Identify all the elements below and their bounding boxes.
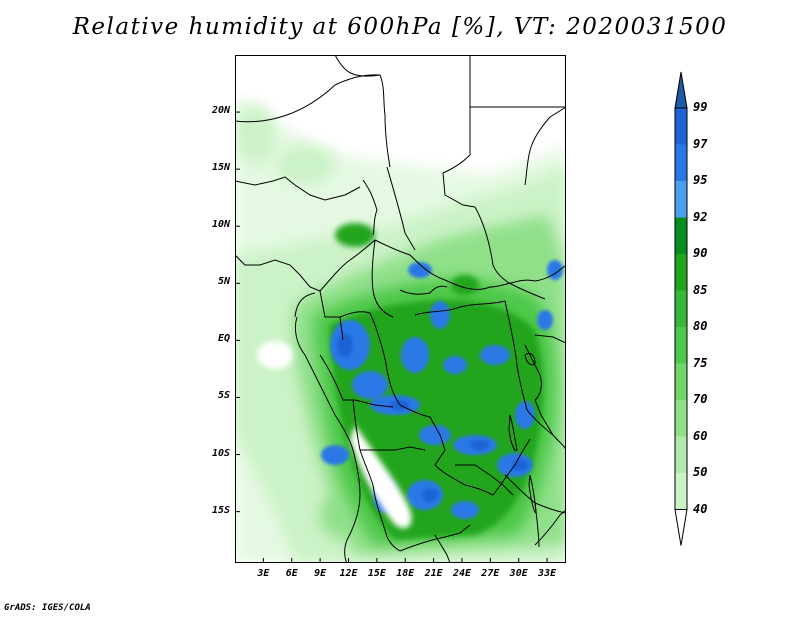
lon-tick-label: 15E	[367, 568, 386, 579]
lat-tick-label: EQ	[217, 333, 230, 345]
colorbar-level-label: 75	[693, 355, 708, 370]
colorbar-segment	[675, 436, 687, 473]
colorbar-top-arrow	[674, 71, 688, 109]
colorbar-level-label: 80	[693, 319, 708, 333]
humidity-field	[235, 95, 566, 563]
lat-tick-label: 10S	[211, 447, 230, 459]
lon-tick-label: 30E	[509, 568, 528, 579]
colorbar-segment	[675, 473, 687, 510]
colorbar-level-label: 70	[693, 392, 708, 406]
lon-tick-label: 21E	[424, 568, 443, 579]
lat-tick-label: 15S	[211, 504, 230, 516]
colorbar-segment	[675, 363, 687, 400]
colorbar-level-label: 95	[693, 173, 708, 187]
lon-tick-label: 24E	[452, 568, 471, 579]
lon-tick-label: 18E	[396, 568, 415, 579]
lon-tick-label: 9E	[314, 568, 327, 579]
colorbar-level-label: 99	[693, 100, 708, 114]
lat-tick-label: 10N	[211, 219, 230, 231]
colorbar-segment	[675, 108, 687, 145]
lon-tick-label: 12E	[339, 568, 358, 579]
map-frame	[235, 55, 566, 563]
lat-tick-label: 5N	[217, 276, 230, 288]
colorbar-segment	[675, 181, 687, 218]
colorbar-bottom-arrow	[674, 509, 688, 546]
colorbar-level-label: 85	[693, 282, 708, 297]
lon-tick-label: 33E	[538, 568, 557, 579]
colorbar-segment	[675, 217, 687, 254]
colorbar-segment	[675, 400, 687, 437]
lon-tick-label: 27E	[481, 568, 500, 579]
lon-tick-label: 3E	[257, 568, 270, 579]
grads-credit: GrADS: IGES/COLA	[4, 603, 91, 613]
colorbar-level-label: 92	[693, 209, 708, 224]
colorbar-segment	[675, 290, 687, 327]
lon-tick-label: 6E	[285, 568, 298, 579]
lat-tick-label: 5S	[217, 390, 230, 402]
colorbar-level-label: 50	[693, 465, 708, 479]
colorbar	[674, 71, 688, 546]
colorbar-segment	[675, 327, 687, 364]
political-boundaries	[235, 55, 566, 563]
colorbar-segment	[675, 254, 687, 291]
lat-tick-label: 20N	[211, 105, 230, 117]
colorbar-segment	[675, 144, 687, 181]
map-panel	[235, 55, 566, 563]
colorbar-level-label: 90	[693, 246, 708, 260]
colorbar-level-label: 60	[693, 428, 708, 443]
lakes	[508, 352, 537, 514]
map-title: Relative humidity at 600hPa [%], VT: 202…	[72, 14, 728, 40]
humidity-map	[235, 55, 566, 563]
lat-tick-label: 15N	[211, 162, 230, 174]
colorbar-level-label: 40	[693, 501, 708, 516]
colorbar-level-label: 97	[693, 136, 708, 151]
